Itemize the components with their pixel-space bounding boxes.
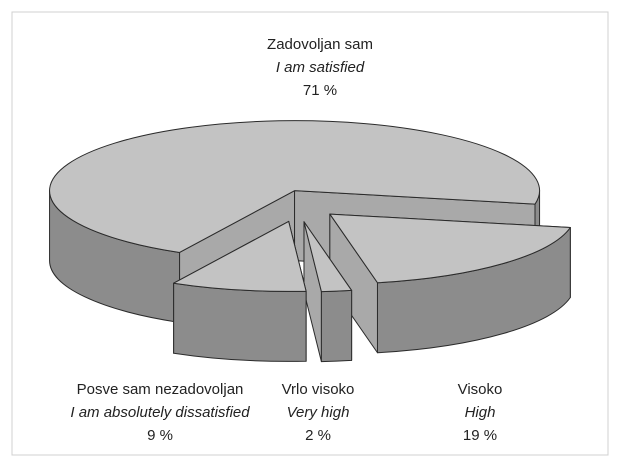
slice-label: Posve sam nezadovoljan — [77, 381, 244, 398]
slice-top — [49, 120, 541, 253]
slice-wall — [320, 289, 353, 363]
slice-label: Vrlo visoko — [282, 381, 355, 398]
slice-translation: Very high — [287, 404, 350, 421]
slice-value-label: 19 % — [463, 427, 497, 444]
slice-translation: I am satisfied — [276, 59, 365, 76]
slice-wall — [173, 282, 307, 362]
slice-top — [173, 220, 307, 292]
slice-value-label: 71 % — [303, 82, 337, 99]
slice-label: Zadovoljan sam — [267, 36, 373, 53]
slice-value-label: 2 % — [305, 427, 331, 444]
slice-translation: High — [465, 404, 496, 421]
pie — [49, 120, 571, 363]
labels: Zadovoljan sam I am satisfied 71 % Visoko Hi… — [70, 36, 502, 444]
slice-top — [303, 221, 353, 293]
slice-translation: I am absolutely dissatisfied — [70, 404, 250, 421]
frame — [11, 11, 609, 456]
slice-value-label: 9 % — [147, 427, 173, 444]
slice-top — [329, 213, 571, 284]
slice-label: Visoko — [458, 381, 503, 398]
